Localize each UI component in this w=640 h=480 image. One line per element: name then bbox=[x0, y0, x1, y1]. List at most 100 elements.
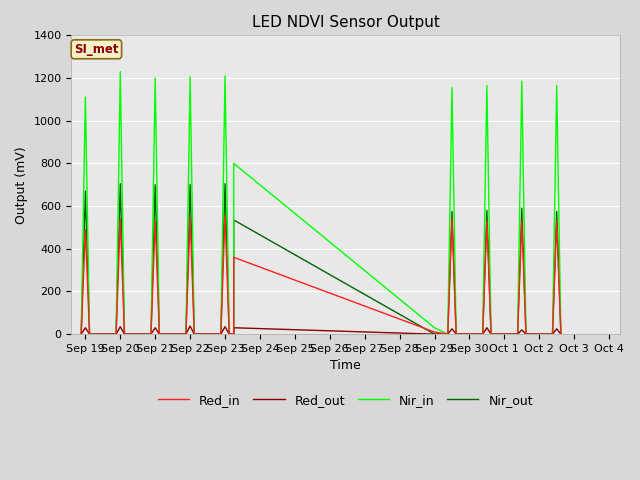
Red_in bbox=[483, 218, 491, 224]
Red_in bbox=[444, 331, 452, 337]
Red_in bbox=[221, 213, 229, 218]
Red_in bbox=[186, 215, 194, 221]
Nir_out bbox=[553, 208, 561, 214]
Nir_in bbox=[431, 325, 438, 331]
Red_in bbox=[116, 216, 124, 222]
Red_out bbox=[86, 331, 93, 337]
Red_out bbox=[120, 331, 128, 337]
Red_out bbox=[514, 331, 522, 337]
Red_out bbox=[518, 327, 525, 333]
Nir_in bbox=[112, 331, 120, 337]
Line: Nir_in: Nir_in bbox=[81, 72, 561, 334]
Red_in bbox=[452, 331, 460, 337]
Nir_in bbox=[487, 331, 495, 337]
Nir_out bbox=[120, 331, 128, 337]
Nir_out bbox=[116, 181, 124, 187]
Nir_out bbox=[182, 331, 189, 337]
Nir_out bbox=[431, 331, 438, 337]
Nir_in bbox=[553, 83, 561, 88]
Nir_out bbox=[548, 331, 556, 337]
Red_in bbox=[431, 329, 438, 335]
Nir_in bbox=[77, 331, 85, 337]
Red_out bbox=[217, 331, 225, 337]
Nir_in bbox=[522, 331, 530, 337]
Red_out bbox=[230, 325, 237, 331]
Nir_out bbox=[112, 331, 120, 337]
Red_out bbox=[156, 331, 163, 337]
Nir_in bbox=[116, 69, 124, 74]
Nir_in bbox=[186, 74, 194, 80]
Red_in bbox=[557, 331, 564, 337]
Nir_out bbox=[77, 331, 85, 337]
Red_in bbox=[479, 331, 486, 337]
Nir_out bbox=[151, 182, 159, 188]
Red_out bbox=[112, 331, 120, 337]
Nir_in bbox=[217, 331, 225, 337]
Nir_out bbox=[230, 331, 237, 337]
Red_in bbox=[487, 331, 495, 337]
Red_out bbox=[116, 324, 124, 330]
Red_in bbox=[557, 331, 564, 337]
Nir_in bbox=[182, 331, 189, 337]
Nir_out bbox=[191, 331, 198, 337]
Nir_in bbox=[147, 331, 155, 337]
Nir_out bbox=[147, 331, 155, 337]
Nir_out bbox=[186, 182, 194, 188]
Nir_in bbox=[230, 331, 237, 337]
Nir_in bbox=[483, 83, 491, 88]
Red_in bbox=[514, 331, 522, 337]
Red_in bbox=[444, 331, 452, 337]
Red_in bbox=[217, 331, 225, 337]
Red_in bbox=[548, 331, 556, 337]
Red_out bbox=[522, 331, 530, 337]
Nir_out bbox=[452, 331, 460, 337]
Nir_out bbox=[514, 331, 522, 337]
Nir_out bbox=[448, 208, 456, 214]
Red_in bbox=[230, 254, 237, 260]
Nir_out bbox=[479, 331, 486, 337]
Red_out bbox=[191, 331, 198, 337]
Red_out bbox=[431, 331, 438, 337]
Red_in bbox=[77, 331, 85, 337]
Red_in bbox=[225, 331, 233, 337]
Red_in bbox=[156, 331, 163, 337]
Nir_out bbox=[77, 331, 85, 337]
Nir_in bbox=[444, 331, 452, 337]
Nir_out bbox=[230, 217, 237, 223]
Red_in bbox=[147, 331, 155, 337]
Nir_in bbox=[514, 331, 522, 337]
Red_out bbox=[483, 325, 491, 331]
Nir_in bbox=[557, 331, 564, 337]
Red_out bbox=[147, 331, 155, 337]
Line: Red_out: Red_out bbox=[81, 326, 561, 334]
Red_in bbox=[120, 331, 128, 337]
Nir_out bbox=[225, 331, 233, 337]
Red_in bbox=[112, 331, 120, 337]
Red_out bbox=[553, 326, 561, 332]
Red_in bbox=[81, 227, 89, 232]
Nir_in bbox=[225, 331, 233, 337]
Title: LED NDVI Sensor Output: LED NDVI Sensor Output bbox=[252, 15, 440, 30]
Nir_in bbox=[191, 331, 198, 337]
Nir_in bbox=[120, 331, 128, 337]
Legend: Red_in, Red_out, Nir_in, Nir_out: Red_in, Red_out, Nir_in, Nir_out bbox=[153, 389, 538, 411]
Nir_out bbox=[487, 331, 495, 337]
Red_out bbox=[557, 331, 564, 337]
Red_in bbox=[182, 331, 189, 337]
Red_out bbox=[444, 331, 452, 337]
Red_out bbox=[548, 331, 556, 337]
Nir_in bbox=[156, 331, 163, 337]
Red_in bbox=[448, 215, 456, 221]
Text: SI_met: SI_met bbox=[74, 43, 118, 56]
Nir_out bbox=[557, 331, 564, 337]
Red_out bbox=[151, 325, 159, 331]
Nir_in bbox=[151, 75, 159, 81]
Nir_in bbox=[479, 331, 486, 337]
Red_out bbox=[77, 331, 85, 337]
Red_in bbox=[522, 331, 530, 337]
Nir_in bbox=[77, 331, 85, 337]
Nir_in bbox=[81, 95, 89, 100]
Red_out bbox=[77, 331, 85, 337]
Nir_in bbox=[548, 331, 556, 337]
Nir_out bbox=[156, 331, 163, 337]
